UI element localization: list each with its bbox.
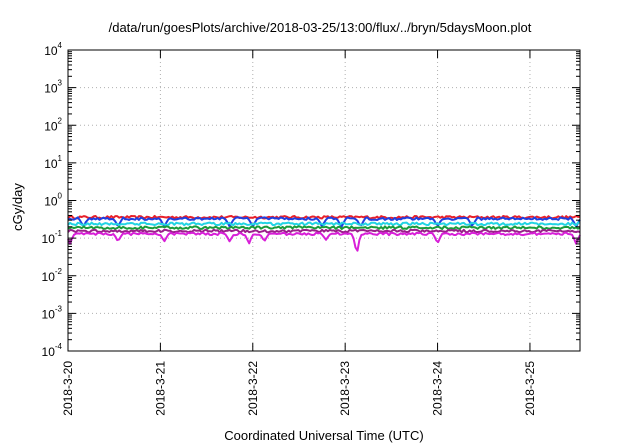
series-line: [67, 216, 581, 228]
y-tick-label: 103: [44, 79, 62, 96]
y-axis-label: cGy/day: [10, 183, 25, 231]
x-axis: 2018-3-20 2018-3-21 2018-3-22 2018-3-23 2018…: [61, 50, 537, 416]
y-tick-label: 101: [44, 154, 62, 171]
series-line: [67, 214, 580, 220]
y-tick-label: 102: [44, 116, 62, 133]
series-line: [67, 225, 581, 230]
y-tick-label: 10-3: [42, 304, 63, 321]
y-tick-label: 10-2: [42, 267, 63, 284]
x-tick-label: 2018-3-23: [338, 361, 352, 416]
series-line: [67, 231, 581, 252]
x-tick-label: 2018-3-21: [153, 361, 167, 416]
chart-title: /data/run/goesPlots/archive/2018-03-25/1…: [109, 20, 532, 35]
x-tick-label: 2018-3-22: [246, 361, 260, 416]
series-line: [67, 221, 581, 227]
y-tick-label: 10-1: [42, 229, 63, 246]
y-tick-label: 10-4: [42, 342, 63, 359]
series-line: [67, 228, 581, 234]
x-tick-label: 2018-3-25: [523, 361, 537, 416]
series-group: [67, 214, 581, 252]
y-tick-label: 104: [44, 41, 62, 58]
y-tick-label: 100: [44, 192, 62, 209]
x-tick-label: 2018-3-20: [61, 361, 75, 416]
x-tick-label: 2018-3-24: [431, 361, 445, 416]
grid: [68, 50, 580, 351]
y-axis: 10-4 10-3 10-2 10-1 100 101 102 103 104: [42, 41, 580, 359]
x-axis-label: Coordinated Universal Time (UTC): [224, 428, 423, 443]
